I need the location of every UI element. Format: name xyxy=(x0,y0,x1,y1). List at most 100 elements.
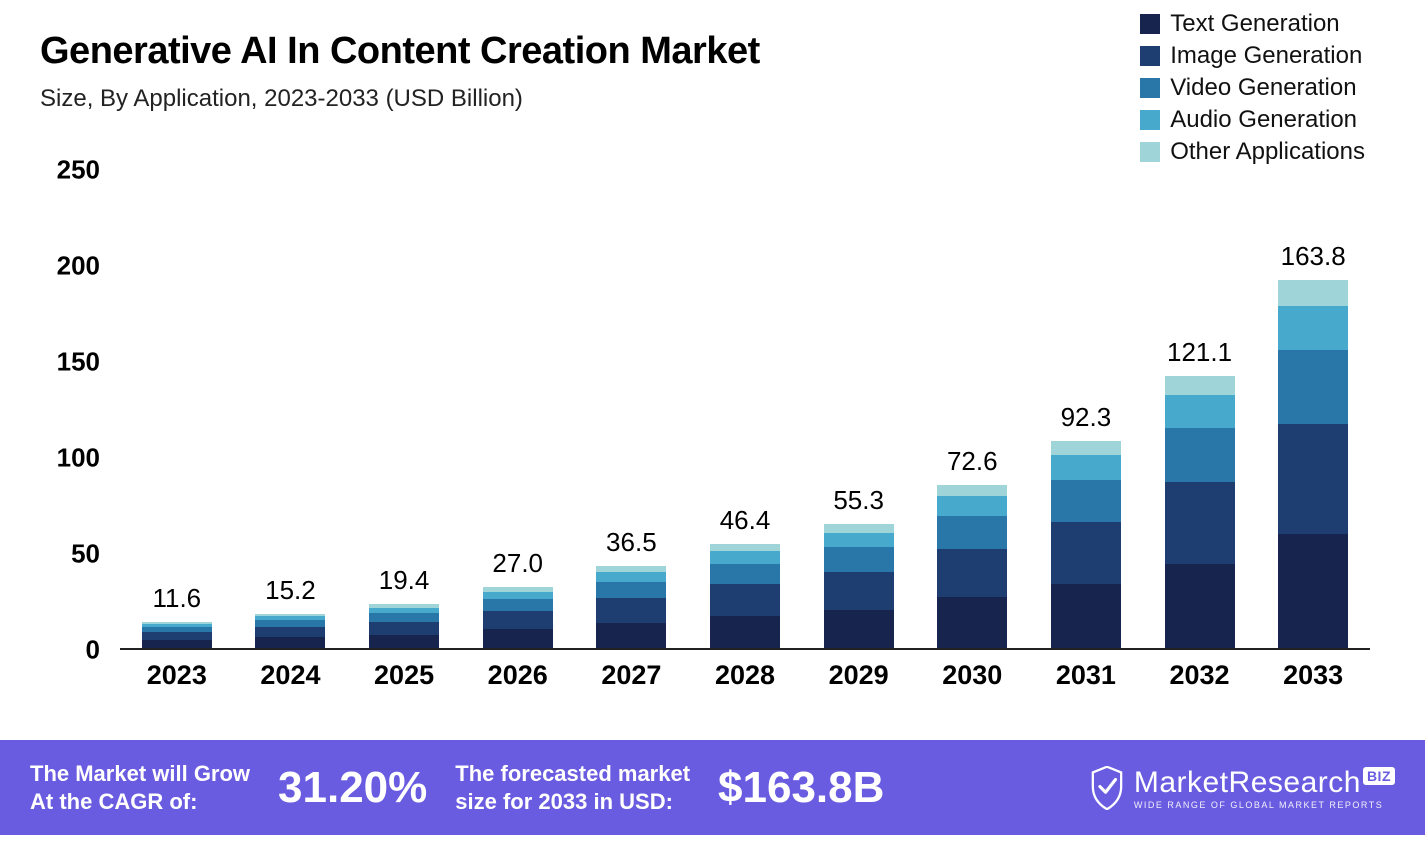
legend-label: Other Applications xyxy=(1170,138,1365,166)
bar-total-label: 72.6 xyxy=(912,446,1032,477)
forecast-value: $163.8B xyxy=(718,763,884,813)
bar-segment xyxy=(255,627,325,637)
y-axis: 050100150200250 xyxy=(40,170,110,650)
bar-group: 11.6 xyxy=(142,622,212,648)
legend-item: Video Generation xyxy=(1140,74,1365,102)
x-axis-labels: 2023202420252026202720282029203020312032… xyxy=(120,660,1370,700)
cagr-value: 31.20% xyxy=(278,763,427,813)
legend-swatch xyxy=(1140,110,1160,130)
bar-total-label: 46.4 xyxy=(685,505,805,536)
bar-total-label: 55.3 xyxy=(799,485,919,516)
bar-segment xyxy=(1165,376,1235,395)
x-tick-label: 2031 xyxy=(1031,660,1141,691)
bar-segment xyxy=(1051,584,1121,648)
bar-segment xyxy=(824,533,894,548)
legend-label: Audio Generation xyxy=(1170,106,1357,134)
bar-total-label: 19.4 xyxy=(344,565,464,596)
bar-segment xyxy=(1278,424,1348,534)
legend-swatch xyxy=(1140,78,1160,98)
legend-item: Other Applications xyxy=(1140,138,1365,166)
bar-segment xyxy=(369,613,439,622)
bar-segment xyxy=(596,598,666,623)
bar-segment xyxy=(824,572,894,609)
bar-group: 55.3 xyxy=(824,524,894,648)
bar-segment xyxy=(1051,480,1121,522)
bar-group: 92.3 xyxy=(1051,441,1121,648)
bar-segment xyxy=(1278,306,1348,350)
bar-segment xyxy=(483,592,553,599)
bar-segment xyxy=(142,632,212,640)
bar-segment xyxy=(369,622,439,635)
bar-segment xyxy=(1051,455,1121,480)
bar-segment xyxy=(483,629,553,648)
legend-swatch xyxy=(1140,142,1160,162)
bar-segment xyxy=(1278,534,1348,648)
x-tick-label: 2027 xyxy=(576,660,686,691)
bar-group: 163.8 xyxy=(1278,280,1348,648)
bar-segment xyxy=(937,496,1007,516)
bar-group: 19.4 xyxy=(369,604,439,648)
forecast-label: The forecasted marketsize for 2033 in US… xyxy=(455,760,690,815)
x-tick-label: 2032 xyxy=(1145,660,1255,691)
bar-segment xyxy=(710,551,780,564)
bar-segment xyxy=(255,620,325,627)
x-tick-label: 2024 xyxy=(235,660,345,691)
bar-segment xyxy=(255,637,325,648)
y-tick-label: 0 xyxy=(40,635,100,666)
legend-label: Text Generation xyxy=(1170,10,1339,38)
bar-segment xyxy=(824,610,894,648)
bar-segment xyxy=(824,547,894,572)
bar-total-label: 11.6 xyxy=(117,583,237,614)
legend-label: Image Generation xyxy=(1170,42,1362,70)
bar-total-label: 92.3 xyxy=(1026,402,1146,433)
bar-segment xyxy=(1051,522,1121,584)
legend-label: Video Generation xyxy=(1170,74,1356,102)
bar-segment xyxy=(483,599,553,611)
bar-group: 46.4 xyxy=(710,544,780,648)
bar-segment xyxy=(710,584,780,615)
chart-area: 050100150200250 11.615.219.427.036.546.4… xyxy=(40,170,1380,700)
bar-total-label: 163.8 xyxy=(1253,241,1373,272)
legend: Text Generation Image Generation Video Gen… xyxy=(1140,10,1365,170)
bar-segment xyxy=(483,611,553,629)
x-tick-label: 2028 xyxy=(690,660,800,691)
y-tick-label: 50 xyxy=(40,539,100,570)
plot-area: 11.615.219.427.036.546.455.372.692.3121.… xyxy=(120,170,1370,650)
bar-segment xyxy=(1051,441,1121,455)
bar-segment xyxy=(1165,395,1235,428)
bar-group: 72.6 xyxy=(937,485,1007,648)
bar-group: 121.1 xyxy=(1165,376,1235,648)
shield-check-icon xyxy=(1090,766,1124,810)
bar-group: 27.0 xyxy=(483,587,553,648)
bar-segment xyxy=(596,582,666,598)
bar-total-label: 15.2 xyxy=(230,575,350,606)
bar-total-label: 36.5 xyxy=(571,527,691,558)
bar-segment xyxy=(596,572,666,582)
footer-banner: The Market will GrowAt the CAGR of: 31.2… xyxy=(0,740,1425,835)
logo-badge: BIZ xyxy=(1363,767,1395,785)
y-tick-label: 250 xyxy=(40,155,100,186)
legend-item: Text Generation xyxy=(1140,10,1365,38)
bar-segment xyxy=(710,544,780,551)
x-tick-label: 2030 xyxy=(917,660,1027,691)
bar-segment xyxy=(596,623,666,648)
legend-swatch xyxy=(1140,46,1160,66)
bar-segment xyxy=(142,640,212,648)
bar-segment xyxy=(1165,428,1235,482)
x-tick-label: 2033 xyxy=(1258,660,1368,691)
bar-group: 15.2 xyxy=(255,614,325,648)
bar-segment xyxy=(824,524,894,533)
x-tick-label: 2023 xyxy=(122,660,232,691)
logo-main-text: MarketResearch xyxy=(1134,766,1361,799)
bar-segment xyxy=(710,616,780,648)
y-tick-label: 100 xyxy=(40,443,100,474)
bar-segment xyxy=(937,485,1007,496)
logo-subtitle: WIDE RANGE OF GLOBAL MARKET REPORTS xyxy=(1134,800,1395,810)
bar-total-label: 121.1 xyxy=(1140,337,1260,368)
bar-segment xyxy=(1278,350,1348,424)
y-tick-label: 150 xyxy=(40,347,100,378)
x-tick-label: 2029 xyxy=(804,660,914,691)
x-tick-label: 2025 xyxy=(349,660,459,691)
legend-item: Image Generation xyxy=(1140,42,1365,70)
bar-segment xyxy=(1278,280,1348,306)
